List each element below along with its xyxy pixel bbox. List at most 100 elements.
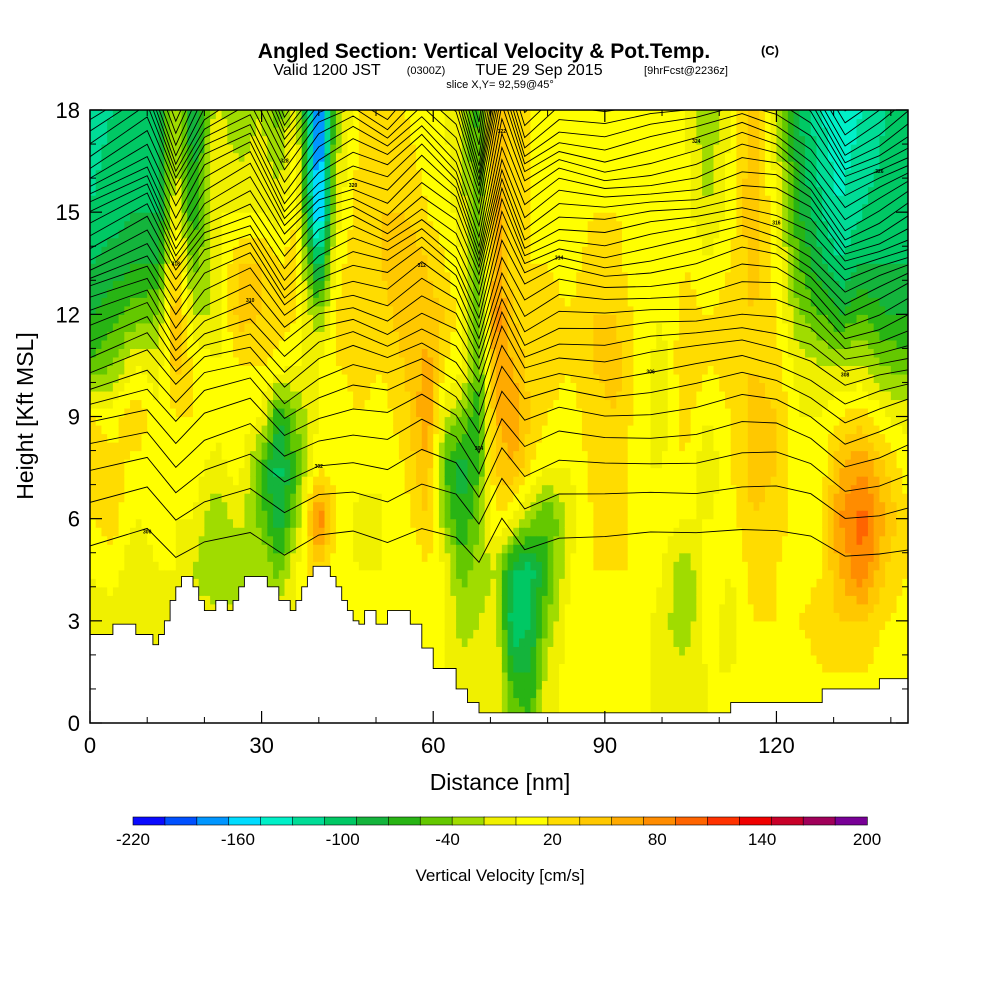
velocity-cell: [164, 314, 171, 324]
velocity-cell: [307, 433, 314, 443]
velocity-cell: [444, 501, 451, 511]
velocity-cell: [238, 493, 246, 503]
velocity-cell: [250, 195, 257, 205]
velocity-cell: [238, 518, 246, 528]
velocity-cell: [290, 237, 297, 247]
velocity-cell: [330, 297, 337, 307]
velocity-cell: [215, 186, 223, 196]
velocity-cell: [427, 322, 434, 332]
velocity-cell: [335, 254, 343, 264]
velocity-cell: [341, 229, 349, 239]
velocity-cell: [318, 510, 326, 520]
velocity-cell: [341, 518, 349, 528]
velocity-cell: [244, 144, 251, 154]
velocity-cell: [233, 339, 240, 349]
velocity-cell: [433, 365, 440, 375]
velocity-cell: [101, 578, 108, 588]
velocity-cell: [290, 382, 297, 392]
velocity-cell: [393, 195, 400, 205]
velocity-cell: [135, 305, 143, 315]
velocity-cell: [467, 331, 474, 341]
velocity-cell: [255, 544, 263, 554]
velocity-cell: [255, 246, 263, 256]
velocity-cell: [324, 254, 331, 264]
velocity-cell: [278, 152, 286, 162]
velocity-cell: [215, 220, 223, 230]
velocity-cell: [444, 144, 451, 154]
velocity-cell: [370, 527, 377, 537]
velocity-cell: [427, 127, 434, 137]
velocity-cell: [152, 544, 160, 554]
velocity-cell: [330, 442, 337, 452]
velocity-cell: [393, 220, 400, 230]
velocity-cell: [473, 271, 480, 281]
velocity-cell: [101, 203, 108, 213]
velocity-cell: [164, 493, 171, 503]
velocity-cell: [427, 484, 434, 494]
velocity-cell: [335, 356, 343, 367]
velocity-cell: [438, 527, 446, 537]
velocity-cell: [416, 203, 423, 213]
velocity-cell: [444, 271, 451, 281]
velocity-cell: [416, 578, 423, 588]
velocity-cell: [341, 561, 349, 571]
velocity-cell: [290, 331, 297, 341]
velocity-cell: [101, 212, 108, 222]
velocity-cell: [152, 603, 160, 613]
velocity-cell: [467, 254, 474, 264]
velocity-cell: [387, 493, 394, 503]
velocity-cell: [347, 561, 354, 571]
velocity-cell: [192, 161, 200, 171]
velocity-cell: [318, 407, 326, 418]
velocity-cell: [90, 144, 97, 154]
velocity-cell: [101, 629, 108, 639]
velocity-cell: [398, 493, 406, 503]
velocity-cell: [210, 314, 217, 324]
velocity-cell: [95, 442, 103, 452]
velocity-cell: [427, 161, 434, 171]
velocity-cell: [398, 603, 406, 613]
velocity-cell: [478, 467, 486, 477]
velocity-cell: [456, 467, 463, 477]
velocity-cell: [444, 654, 451, 664]
velocity-cell: [353, 416, 360, 426]
velocity-cell: [198, 544, 206, 554]
velocity-cell: [147, 620, 154, 630]
velocity-cell: [107, 144, 114, 154]
velocity-cell: [444, 169, 451, 179]
velocity-cell: [267, 356, 274, 367]
velocity-cell: [267, 135, 274, 145]
velocity-cell: [290, 442, 297, 452]
velocity-cell: [147, 297, 154, 307]
velocity-cell: [427, 450, 434, 460]
velocity-cell: [461, 144, 469, 154]
velocity-cell: [307, 518, 314, 528]
velocity-cell: [181, 305, 188, 315]
velocity-cell: [318, 314, 326, 324]
velocity-cell: [421, 637, 429, 647]
velocity-cell: [410, 331, 417, 341]
velocity-cell: [295, 118, 303, 128]
velocity-cell: [118, 442, 125, 452]
velocity-cell: [284, 254, 291, 264]
velocity-cell: [135, 620, 143, 630]
velocity-cell: [118, 195, 125, 205]
velocity-cell: [118, 518, 125, 528]
velocity-cell: [467, 552, 474, 562]
velocity-cell: [273, 561, 280, 571]
velocity-cell: [335, 161, 343, 171]
velocity-cell: [301, 280, 308, 290]
velocity-cell: [398, 195, 406, 205]
velocity-cell: [370, 322, 377, 332]
velocity-cell: [147, 510, 154, 520]
velocity-cell: [101, 603, 108, 613]
velocity-cell: [210, 518, 217, 528]
velocity-cell: [101, 314, 108, 324]
velocity-cell: [456, 586, 463, 596]
velocity-cell: [210, 212, 217, 222]
velocity-cell: [438, 373, 446, 384]
velocity-cell: [478, 127, 486, 137]
velocity-cell: [192, 382, 200, 392]
velocity-cell: [364, 416, 371, 426]
velocity-cell: [295, 467, 303, 477]
